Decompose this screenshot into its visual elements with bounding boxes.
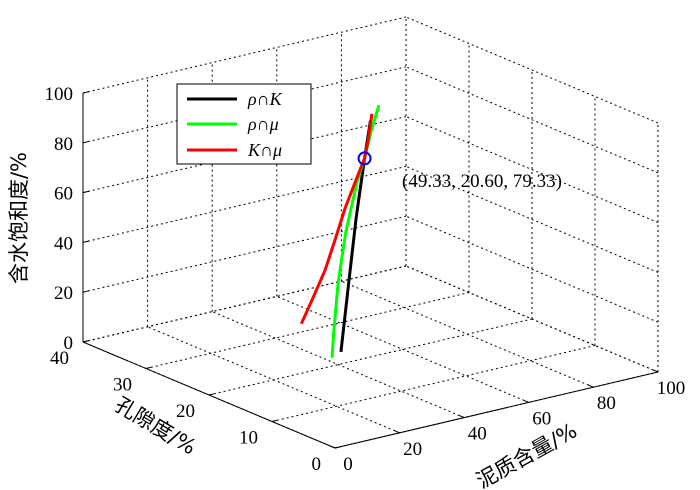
z-axis-label: 含水饱和度/% [7, 152, 31, 284]
grid-side-z [405, 265, 659, 373]
y-tick [208, 393, 214, 396]
y-tick [271, 419, 277, 422]
grid-side-z [405, 66, 659, 174]
y-tick-label: 30 [113, 375, 132, 396]
z-tick-label: 20 [54, 283, 73, 304]
x-tick-label: 20 [403, 439, 422, 460]
grid-floor-x [212, 311, 465, 419]
x-tick [523, 399, 529, 403]
x-tick [458, 415, 465, 419]
y-tick-label: 20 [176, 401, 195, 422]
grid-side-z [405, 116, 659, 224]
z-tick-label: 40 [54, 233, 73, 254]
grid-back-z [82, 165, 407, 243]
x-tick-label: 60 [532, 408, 551, 429]
grid-side-z [405, 165, 659, 273]
grid-floor-y [271, 345, 596, 422]
grid-side-z [405, 16, 659, 124]
z-tick [82, 339, 90, 343]
z-tick-label: 60 [54, 184, 73, 205]
grid-floor-y [208, 318, 533, 396]
intersection-annotation: (49.33, 20.60, 79.33) [402, 171, 562, 192]
x-tick-label: 100 [657, 378, 686, 399]
legend-label-rho-mu: ρ∩μ [247, 114, 279, 134]
y-tick-label: 10 [239, 428, 258, 449]
z-tick [82, 140, 90, 144]
series-line-2 [299, 113, 374, 325]
z-tick-label: 80 [54, 134, 73, 155]
grid-back-z [82, 215, 407, 293]
y-tick-label: 40 [50, 348, 69, 369]
legend-label-rho-k: ρ∩K [247, 89, 283, 109]
z-tick-label: 100 [45, 84, 74, 105]
x-tick-label: 40 [468, 424, 487, 445]
z-tick [82, 90, 90, 94]
x-tick [394, 430, 400, 434]
z-tick-label: 0 [64, 333, 74, 354]
legend: ρ∩K ρ∩μ K∩μ [176, 83, 312, 165]
z-tick [82, 240, 90, 243]
x-axis-line [334, 371, 659, 449]
grid-floor-y [145, 292, 470, 369]
x-tick [652, 369, 659, 373]
intersection-marker [357, 151, 372, 166]
intersection-point [357, 151, 372, 166]
x-tick [588, 384, 594, 388]
legend-label-k-mu: K∩μ [247, 140, 282, 160]
y-tick-label: 0 [312, 454, 322, 475]
x-tick-label: 0 [343, 454, 353, 475]
x-axis-label: 泥质含量/% [472, 418, 581, 490]
series-lines [299, 104, 381, 358]
y-tick [145, 366, 151, 369]
grid-side-z [405, 215, 659, 323]
y-tick [334, 446, 340, 449]
x-tick-label: 80 [597, 393, 616, 414]
grid-back-z [82, 265, 407, 343]
grid-floor-x [276, 295, 529, 403]
axes-box [82, 93, 659, 449]
x-tick [329, 445, 336, 449]
z-tick [82, 290, 90, 293]
grid-lines [82, 16, 659, 449]
z-tick [82, 190, 90, 194]
grid-back-z [82, 16, 407, 94]
